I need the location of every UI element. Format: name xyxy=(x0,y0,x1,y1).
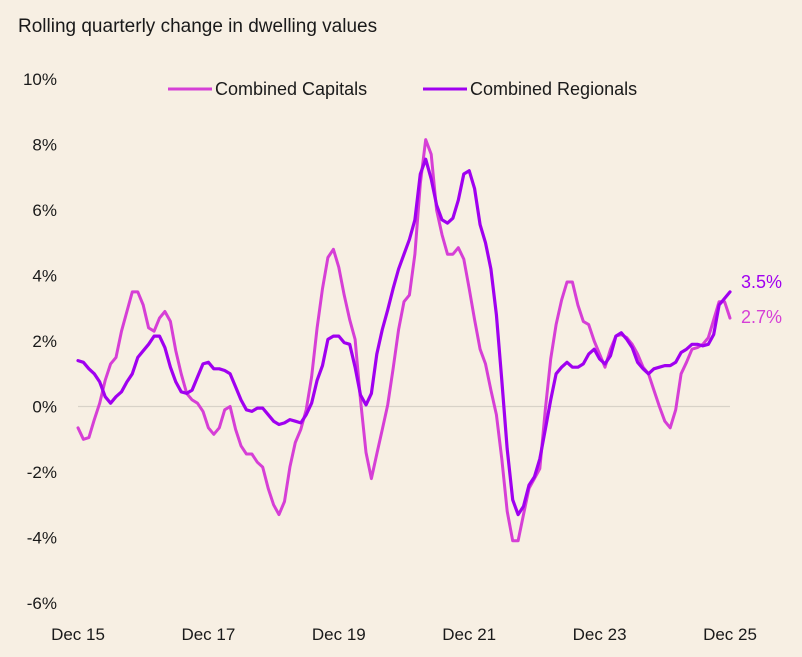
legend-label: Combined Capitals xyxy=(215,79,367,99)
y-tick-label: 10% xyxy=(23,70,57,89)
x-tick-label: Dec 21 xyxy=(442,625,496,644)
x-tick-label: Dec 25 xyxy=(703,625,757,644)
y-tick-label: -2% xyxy=(27,463,57,482)
y-tick-label: -4% xyxy=(27,529,57,548)
series-line-combined-regionals xyxy=(76,157,732,517)
x-tick-label: Dec 23 xyxy=(573,625,627,644)
chart-title: Rolling quarterly change in dwelling val… xyxy=(18,16,378,37)
y-tick-label: 4% xyxy=(32,267,57,286)
x-tick-label: Dec 15 xyxy=(51,625,105,644)
y-tick-label: 6% xyxy=(32,201,57,220)
y-tick-label: -6% xyxy=(27,594,57,613)
end-value-label: 3.5% xyxy=(741,272,782,292)
legend-label: Combined Regionals xyxy=(470,79,637,99)
series-line-combined-capitals xyxy=(76,138,732,543)
x-tick-label: Dec 19 xyxy=(312,625,366,644)
end-value-label: 2.7% xyxy=(741,307,782,327)
y-tick-label: 2% xyxy=(32,332,57,351)
y-tick-label: 0% xyxy=(32,398,57,417)
y-tick-label: 8% xyxy=(32,136,57,155)
x-tick-label: Dec 17 xyxy=(181,625,235,644)
